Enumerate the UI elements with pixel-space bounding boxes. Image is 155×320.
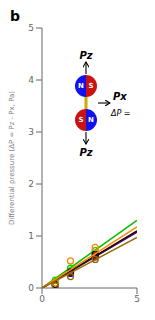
svg-text:5: 5 [134, 294, 140, 304]
svg-text:ΔP =: ΔP = [110, 109, 131, 118]
svg-text:0: 0 [28, 283, 34, 293]
svg-text:2: 2 [28, 179, 34, 189]
svg-text:b: b [10, 8, 20, 24]
svg-text:5: 5 [28, 23, 34, 33]
svg-text:S: S [88, 82, 93, 90]
svg-text:S: S [79, 116, 84, 124]
svg-text:Differential pressure (ΔP = Pz: Differential pressure (ΔP = Pz - Px, Pa) [8, 91, 16, 225]
svg-text:Pz: Pz [79, 50, 92, 61]
svg-text:N: N [78, 82, 84, 90]
svg-text:Px: Px [113, 91, 127, 102]
svg-text:3: 3 [28, 127, 34, 137]
svg-text:0: 0 [39, 294, 45, 304]
svg-text:4: 4 [28, 75, 34, 85]
svg-text:1: 1 [28, 231, 34, 241]
svg-text:N: N [88, 116, 94, 124]
svg-text:Pz: Pz [79, 147, 92, 158]
